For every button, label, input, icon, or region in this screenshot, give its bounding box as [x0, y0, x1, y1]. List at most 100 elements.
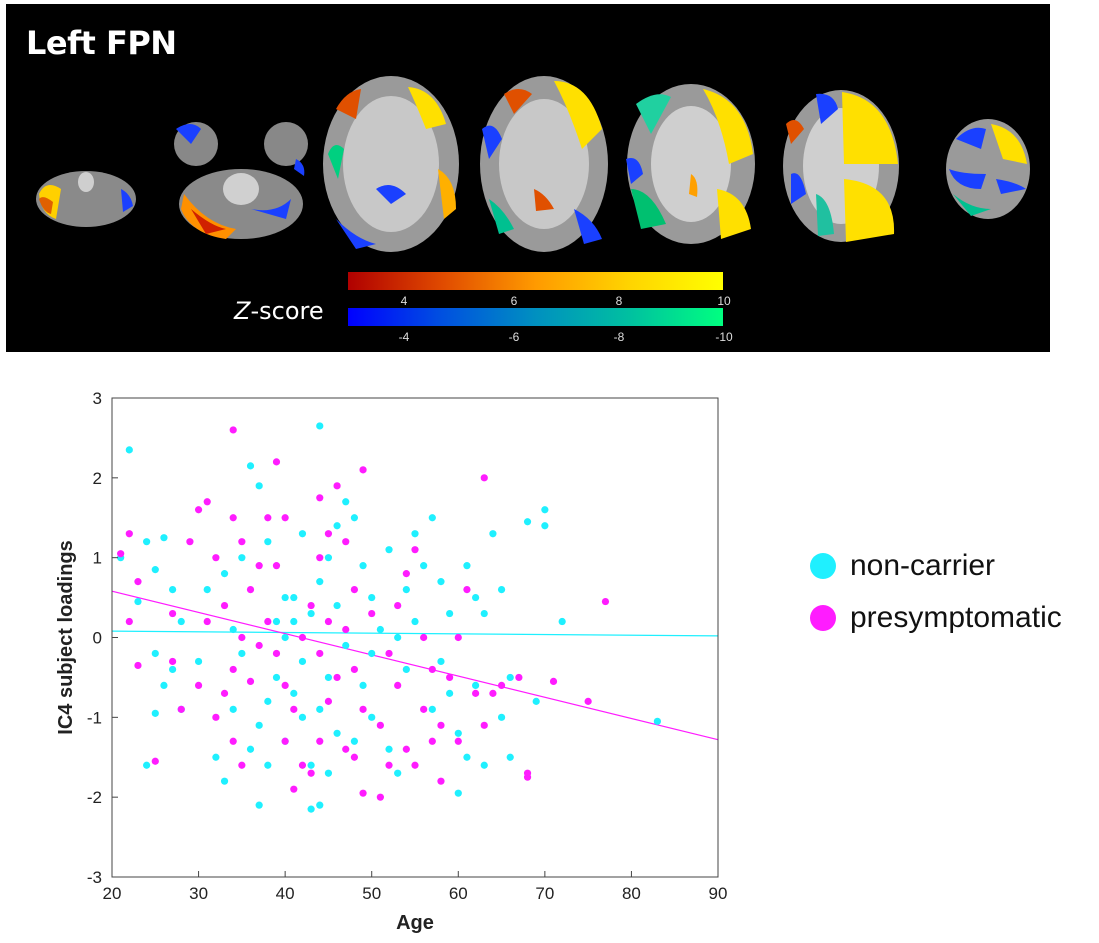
point-presymptomatic [264, 617, 272, 626]
point-non-carrier [480, 609, 488, 618]
point-non-carrier [151, 649, 159, 658]
plot-frame [111, 397, 719, 878]
colorbar-label-suffix: -score [250, 297, 324, 325]
point-non-carrier [376, 625, 384, 634]
point-non-carrier [264, 697, 272, 705]
point-non-carrier [428, 705, 436, 713]
point-presymptomatic [342, 538, 350, 546]
point-presymptomatic [272, 458, 281, 466]
point-non-carrier [272, 673, 281, 682]
point-presymptomatic [454, 737, 462, 745]
point-presymptomatic [394, 681, 402, 689]
legend-label: non-carrier [850, 549, 996, 582]
brain-slice-6 [783, 90, 899, 242]
point-non-carrier [368, 713, 376, 721]
point-non-carrier [255, 482, 263, 490]
point-non-carrier [246, 462, 255, 470]
point-presymptomatic [437, 777, 445, 785]
point-non-carrier [238, 649, 246, 658]
colorbar-tick: 6 [510, 294, 518, 308]
y-tick-label: 2 [93, 469, 102, 488]
point-non-carrier [350, 514, 358, 522]
brain-slice-7 [946, 119, 1030, 219]
y-tick-label: 0 [93, 629, 102, 648]
colorbar-tick: 4 [400, 294, 408, 308]
x-tick-label: 30 [189, 884, 208, 903]
point-presymptomatic [342, 625, 350, 634]
point-presymptomatic [151, 757, 159, 765]
point-non-carrier [472, 593, 480, 602]
x-tick-label: 70 [535, 884, 554, 903]
x-axis-title: Age [396, 912, 434, 934]
point-non-carrier [359, 681, 367, 689]
point-non-carrier [402, 665, 410, 674]
y-tick-label: 3 [93, 389, 102, 408]
point-non-carrier [463, 562, 471, 570]
brain-slice-5 [626, 84, 755, 244]
point-non-carrier [255, 801, 263, 809]
point-presymptomatic [350, 586, 358, 594]
y-tick-label: -3 [87, 868, 102, 887]
point-non-carrier [368, 593, 376, 602]
point-presymptomatic [229, 737, 237, 745]
point-non-carrier [437, 657, 445, 666]
point-presymptomatic [480, 474, 488, 482]
fit-lines [111, 590, 719, 741]
point-presymptomatic [463, 586, 471, 594]
point-presymptomatic [298, 633, 307, 642]
point-non-carrier [143, 538, 151, 546]
brain-slice-4 [480, 76, 608, 252]
point-presymptomatic [220, 689, 229, 697]
point-non-carrier [272, 617, 281, 626]
point-non-carrier [480, 761, 488, 769]
point-non-carrier [402, 586, 410, 594]
point-presymptomatic [316, 554, 324, 562]
colorbar-tick: -8 [613, 330, 625, 344]
negative-colorbar [348, 308, 723, 326]
point-non-carrier [264, 761, 272, 769]
point-non-carrier [333, 729, 341, 737]
x-tick-label: 50 [362, 884, 381, 903]
point-non-carrier [653, 717, 662, 725]
point-presymptomatic [264, 514, 272, 522]
point-presymptomatic [446, 673, 454, 682]
axes: 20 30 40 50 60 70 80 90 -3 -2 -1 0 1 2 3 [87, 389, 728, 903]
point-presymptomatic [125, 530, 133, 538]
x-tick-label: 20 [103, 884, 122, 903]
point-non-carrier [506, 753, 514, 761]
point-presymptomatic [437, 721, 445, 729]
point-non-carrier [368, 649, 376, 658]
point-non-carrier [229, 625, 237, 634]
point-presymptomatic [472, 689, 480, 697]
point-presymptomatic [359, 466, 367, 474]
point-non-carrier [264, 538, 272, 546]
point-presymptomatic [584, 697, 592, 705]
point-non-carrier [290, 593, 298, 602]
point-presymptomatic [134, 661, 142, 670]
point-non-carrier [229, 705, 237, 713]
point-presymptomatic [428, 665, 436, 674]
point-presymptomatic [428, 737, 436, 745]
point-presymptomatic [316, 494, 324, 502]
colorbar-tick: -6 [508, 330, 520, 344]
point-presymptomatic [402, 745, 410, 753]
point-presymptomatic [411, 546, 419, 554]
point-non-carrier [532, 697, 540, 705]
point-presymptomatic [246, 586, 255, 594]
point-presymptomatic [324, 697, 333, 705]
point-presymptomatic [290, 785, 298, 793]
point-presymptomatic [169, 657, 177, 666]
point-non-carrier [333, 601, 341, 610]
point-presymptomatic [246, 677, 255, 686]
point-non-carrier [541, 522, 549, 530]
fit-line-presymptomatic [111, 590, 719, 741]
point-presymptomatic [523, 769, 532, 777]
point-presymptomatic [290, 705, 298, 713]
point-presymptomatic [333, 673, 341, 682]
legend-item-non-carrier: non-carrier [810, 540, 1062, 592]
point-presymptomatic [255, 562, 263, 570]
point-presymptomatic [497, 681, 506, 689]
scatter-chart: 20 30 40 50 60 70 80 90 -3 -2 -1 0 1 2 3 Age IC4 subje… [55, 389, 728, 934]
point-non-carrier [134, 597, 142, 606]
point-non-carrier [437, 578, 445, 586]
